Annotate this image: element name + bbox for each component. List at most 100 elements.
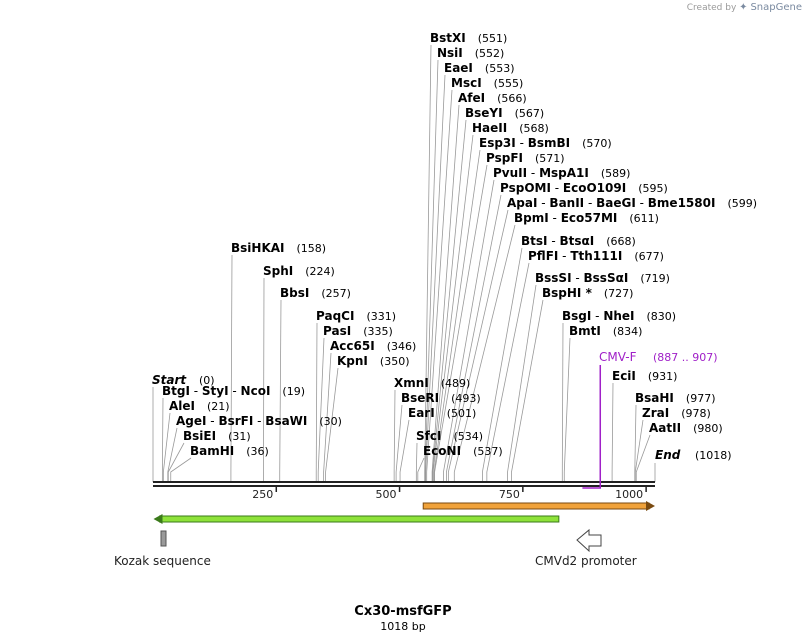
site-line: [417, 457, 425, 482]
site-label-bseyi[interactable]: BseYI (567): [465, 106, 544, 120]
site-line: [415, 442, 418, 482]
site-line: [432, 119, 467, 482]
primer-range: (887 .. 907): [653, 351, 718, 364]
site-line: [634, 419, 644, 482]
site-line: [482, 247, 523, 482]
primer-name[interactable]: CMV-F: [599, 350, 637, 364]
credit-brand: SnapGene: [750, 2, 802, 13]
site-label-haeii[interactable]: HaeII (568): [472, 121, 549, 135]
site-label-btgi[interactable]: BtgI - StyI - NcoI (19): [162, 384, 305, 398]
site-label-agei[interactable]: AgeI - BsrFI - BsaWI (30): [176, 414, 342, 428]
site-label-bseri[interactable]: BseRI (493): [401, 391, 481, 405]
site-label-zrai[interactable]: ZraI (978): [642, 406, 711, 420]
site-label-eaei[interactable]: EaeI (553): [444, 61, 515, 75]
site-line: [443, 179, 495, 482]
site-label-pasi[interactable]: PasI (335): [323, 324, 393, 338]
promoter-direction-icon: [576, 528, 602, 553]
site-label-afei[interactable]: AfeI (566): [458, 91, 527, 105]
site-line: [395, 404, 403, 482]
site-label-btsi[interactable]: BtsI - BtsαI (668): [521, 234, 636, 248]
site-label-bpmi[interactable]: BpmI - Eco57MI (611): [514, 211, 659, 225]
site-label-acc65i[interactable]: Acc65I (346): [330, 339, 416, 353]
site-line: [432, 134, 474, 482]
site-line: [315, 322, 318, 482]
site-label-pspomi[interactable]: PspOMI - EcoO109I (595): [500, 181, 668, 195]
site-line: [279, 299, 282, 482]
site-line: [425, 74, 446, 482]
site-label-msci[interactable]: MscI (555): [451, 76, 523, 90]
start-label: Start: [152, 373, 187, 387]
kozak-label: Kozak sequence: [114, 554, 211, 568]
site-label-bsiei[interactable]: BsiEI (31): [183, 429, 251, 443]
backbone: 250 500 750 1000: [153, 481, 655, 501]
site-line: [561, 322, 564, 482]
site-line: [161, 397, 164, 482]
site-label-alei[interactable]: AleI (21): [169, 399, 230, 413]
map-length: 1018 bp: [380, 620, 425, 633]
features-layer: CMV-F (887 .. 907) CMVd2 promoter Kozak seq…: [114, 350, 718, 568]
site-line: [424, 59, 439, 482]
site-label-bsihkai[interactable]: BsiHKAI (158): [231, 241, 326, 255]
site-line: [446, 194, 502, 482]
site-label-bsphi[interactable]: BspHI * (727): [542, 286, 633, 300]
site-line: [434, 164, 488, 482]
site-label-bmti[interactable]: BmtI (834): [569, 324, 642, 338]
start-pos: (0): [199, 374, 215, 387]
site-label-bamhi[interactable]: BamHI (36): [190, 444, 269, 458]
site-label-bsahi[interactable]: BsaHI (977): [635, 391, 716, 405]
site-label-pspfi[interactable]: PspFI (571): [486, 151, 565, 165]
site-label-kpni[interactable]: KpnI (350): [337, 354, 410, 368]
cds-arrowhead: [153, 514, 163, 524]
site-line: [323, 352, 332, 482]
site-label-pflfi[interactable]: PflFI - Tth111I (677): [528, 249, 664, 263]
site-line: [453, 224, 516, 482]
site-label-eari[interactable]: EarI (501): [408, 406, 476, 420]
site-line: [635, 434, 651, 482]
credit-prefix: Created by: [686, 3, 737, 13]
site-line: [393, 389, 396, 482]
site-label-xmni[interactable]: XmnI (489): [394, 376, 470, 390]
site-label-sfci[interactable]: SfcI (534): [416, 429, 483, 443]
site-label-ecii[interactable]: EciI (931): [612, 369, 677, 383]
promoter-arrowhead: [646, 501, 655, 511]
site-line: [167, 442, 185, 482]
promoter-label: CMVd2 promoter: [535, 554, 637, 568]
site-label-apai[interactable]: ApaI - BanII - BaeGI - Bme1580I (599): [507, 196, 757, 210]
site-line: [162, 412, 171, 482]
site-label-paqci[interactable]: PaqCI (331): [316, 309, 396, 323]
tick-label: 750: [499, 488, 520, 501]
site-line: [563, 337, 571, 482]
site-line: [447, 209, 509, 482]
site-label-sphi[interactable]: SphI (224): [263, 264, 335, 278]
site-line: [634, 404, 637, 482]
end-pos: (1018): [695, 449, 732, 462]
cds-feature-bar[interactable]: [158, 515, 560, 523]
site-label-esp3i[interactable]: Esp3I - BsmBI (570): [479, 136, 612, 150]
primer-cmv-f-arrow[interactable]: [582, 365, 602, 489]
site-label-econi[interactable]: EcoNI (537): [423, 444, 503, 458]
site-line: [230, 254, 233, 482]
site-line: [424, 44, 432, 482]
site-line: [317, 337, 325, 482]
site-label-nsii[interactable]: NsiI (552): [437, 46, 504, 60]
map-title: Cx30-msfGFP: [354, 604, 451, 619]
end-label: End: [655, 448, 681, 462]
site-line: [433, 149, 481, 482]
site-line: [263, 277, 265, 482]
site-label-bsgi[interactable]: BsgI - NheI (830): [562, 309, 676, 323]
tick-label: 1000: [615, 488, 643, 501]
promoter-feature-bar[interactable]: [422, 502, 650, 510]
kozak-feature-box[interactable]: [160, 530, 167, 547]
site-line: [486, 262, 530, 482]
site-line: [611, 382, 614, 482]
site-label-bbsi[interactable]: BbsI (257): [280, 286, 351, 300]
site-label-bstxi[interactable]: BstXI (551): [430, 31, 507, 45]
site-line: [511, 299, 544, 482]
tick-label: 250: [252, 488, 273, 501]
site-label-pvuii[interactable]: PvuII - MspA1I (589): [493, 166, 630, 180]
site-lines-layer: [152, 44, 656, 482]
site-label-bsssi[interactable]: BssSI - BssSαI (719): [535, 271, 670, 285]
site-line: [431, 104, 460, 482]
site-label-aatii[interactable]: AatII (980): [649, 421, 723, 435]
